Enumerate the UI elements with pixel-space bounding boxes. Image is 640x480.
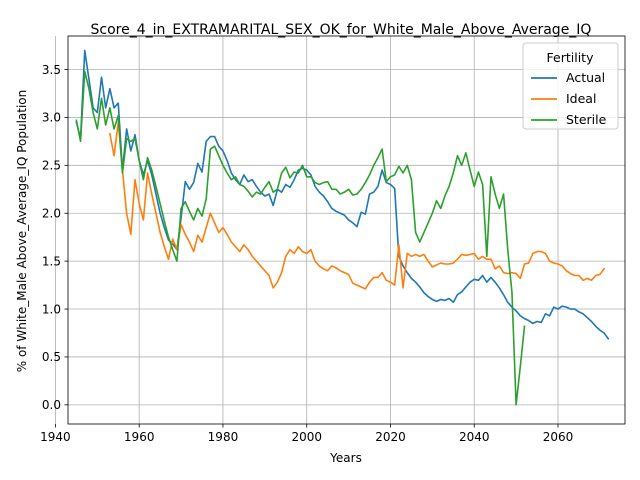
y-tick-label: 3.0 bbox=[42, 111, 61, 125]
x-axis-label: Years bbox=[329, 451, 362, 465]
legend-label-actual: Actual bbox=[566, 70, 605, 85]
x-tick-label: 1980 bbox=[208, 430, 239, 444]
legend-title: Fertility bbox=[547, 50, 595, 65]
y-tick-label: 0.0 bbox=[42, 398, 61, 412]
x-tick-label: 1940 bbox=[40, 430, 71, 444]
legend-box bbox=[522, 42, 619, 130]
legend-label-sterile: Sterile bbox=[566, 112, 607, 127]
x-tick-label: 2060 bbox=[543, 430, 574, 444]
series-line-ideal bbox=[108, 121, 606, 290]
y-axis-label: % of White_Male Above_Average_IQ Populat… bbox=[15, 90, 29, 373]
x-tick-label: 2000 bbox=[291, 430, 322, 444]
x-tick-label: 2020 bbox=[375, 430, 406, 444]
legend-label-ideal: Ideal bbox=[566, 91, 596, 106]
y-tick-label: 0.5 bbox=[42, 350, 61, 364]
chart-title: Score_4_in_EXTRAMARITAL_SEX_OK_for_White… bbox=[91, 22, 592, 38]
x-gridlines bbox=[55, 36, 559, 424]
plot-area-frame bbox=[67, 35, 626, 425]
series-lines bbox=[75, 49, 610, 406]
y-tick-label: 1.5 bbox=[42, 254, 61, 268]
y-tick-label: 1.0 bbox=[42, 302, 61, 316]
y-tick-label: 3.5 bbox=[42, 63, 61, 77]
x-axis-ticks: 1940 1960 1980 2000 2020 2040 2060 bbox=[40, 424, 573, 444]
x-tick-label: 2040 bbox=[459, 430, 490, 444]
y-tick-label: 2.5 bbox=[42, 159, 61, 173]
series-line-actual bbox=[75, 49, 610, 340]
y-tick-label: 2.0 bbox=[42, 207, 61, 221]
x-tick-label: 1960 bbox=[124, 430, 155, 444]
y-axis-ticks: 0.0 0.5 1.0 1.5 2.0 2.5 3.0 3.5 bbox=[42, 63, 68, 412]
legend: Fertility Actual Ideal Sterile bbox=[522, 42, 619, 130]
series-line-sterile bbox=[75, 70, 526, 406]
